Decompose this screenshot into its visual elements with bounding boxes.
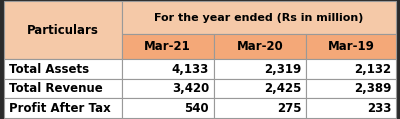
Bar xyxy=(214,34,306,60)
Bar xyxy=(214,98,306,118)
Text: Total Assets: Total Assets xyxy=(9,63,89,76)
Text: Profit After Tax: Profit After Tax xyxy=(9,102,110,115)
Text: Mar-19: Mar-19 xyxy=(328,40,374,53)
Text: 2,425: 2,425 xyxy=(264,82,301,95)
Text: Total Revenue: Total Revenue xyxy=(9,82,102,95)
Bar xyxy=(122,1,396,34)
Bar xyxy=(4,98,122,118)
Text: 2,319: 2,319 xyxy=(264,63,301,76)
Bar xyxy=(306,60,396,79)
Bar xyxy=(122,34,214,60)
Text: 3,420: 3,420 xyxy=(172,82,209,95)
Bar xyxy=(306,98,396,118)
Bar xyxy=(4,1,122,60)
Bar xyxy=(306,34,396,60)
Bar xyxy=(4,79,122,98)
Text: Particulars: Particulars xyxy=(27,24,99,37)
Bar xyxy=(214,60,306,79)
Bar xyxy=(122,79,214,98)
Text: 4,133: 4,133 xyxy=(172,63,209,76)
Text: 233: 233 xyxy=(367,102,391,115)
Bar xyxy=(122,98,214,118)
Text: 275: 275 xyxy=(277,102,301,115)
Bar xyxy=(306,79,396,98)
Text: Mar-21: Mar-21 xyxy=(144,40,191,53)
Text: For the year ended (Rs in million): For the year ended (Rs in million) xyxy=(154,13,364,23)
Bar xyxy=(214,79,306,98)
Text: 2,132: 2,132 xyxy=(354,63,391,76)
Text: Mar-20: Mar-20 xyxy=(236,40,283,53)
Text: 540: 540 xyxy=(184,102,209,115)
Bar xyxy=(122,60,214,79)
Bar xyxy=(4,60,122,79)
Text: 2,389: 2,389 xyxy=(354,82,391,95)
